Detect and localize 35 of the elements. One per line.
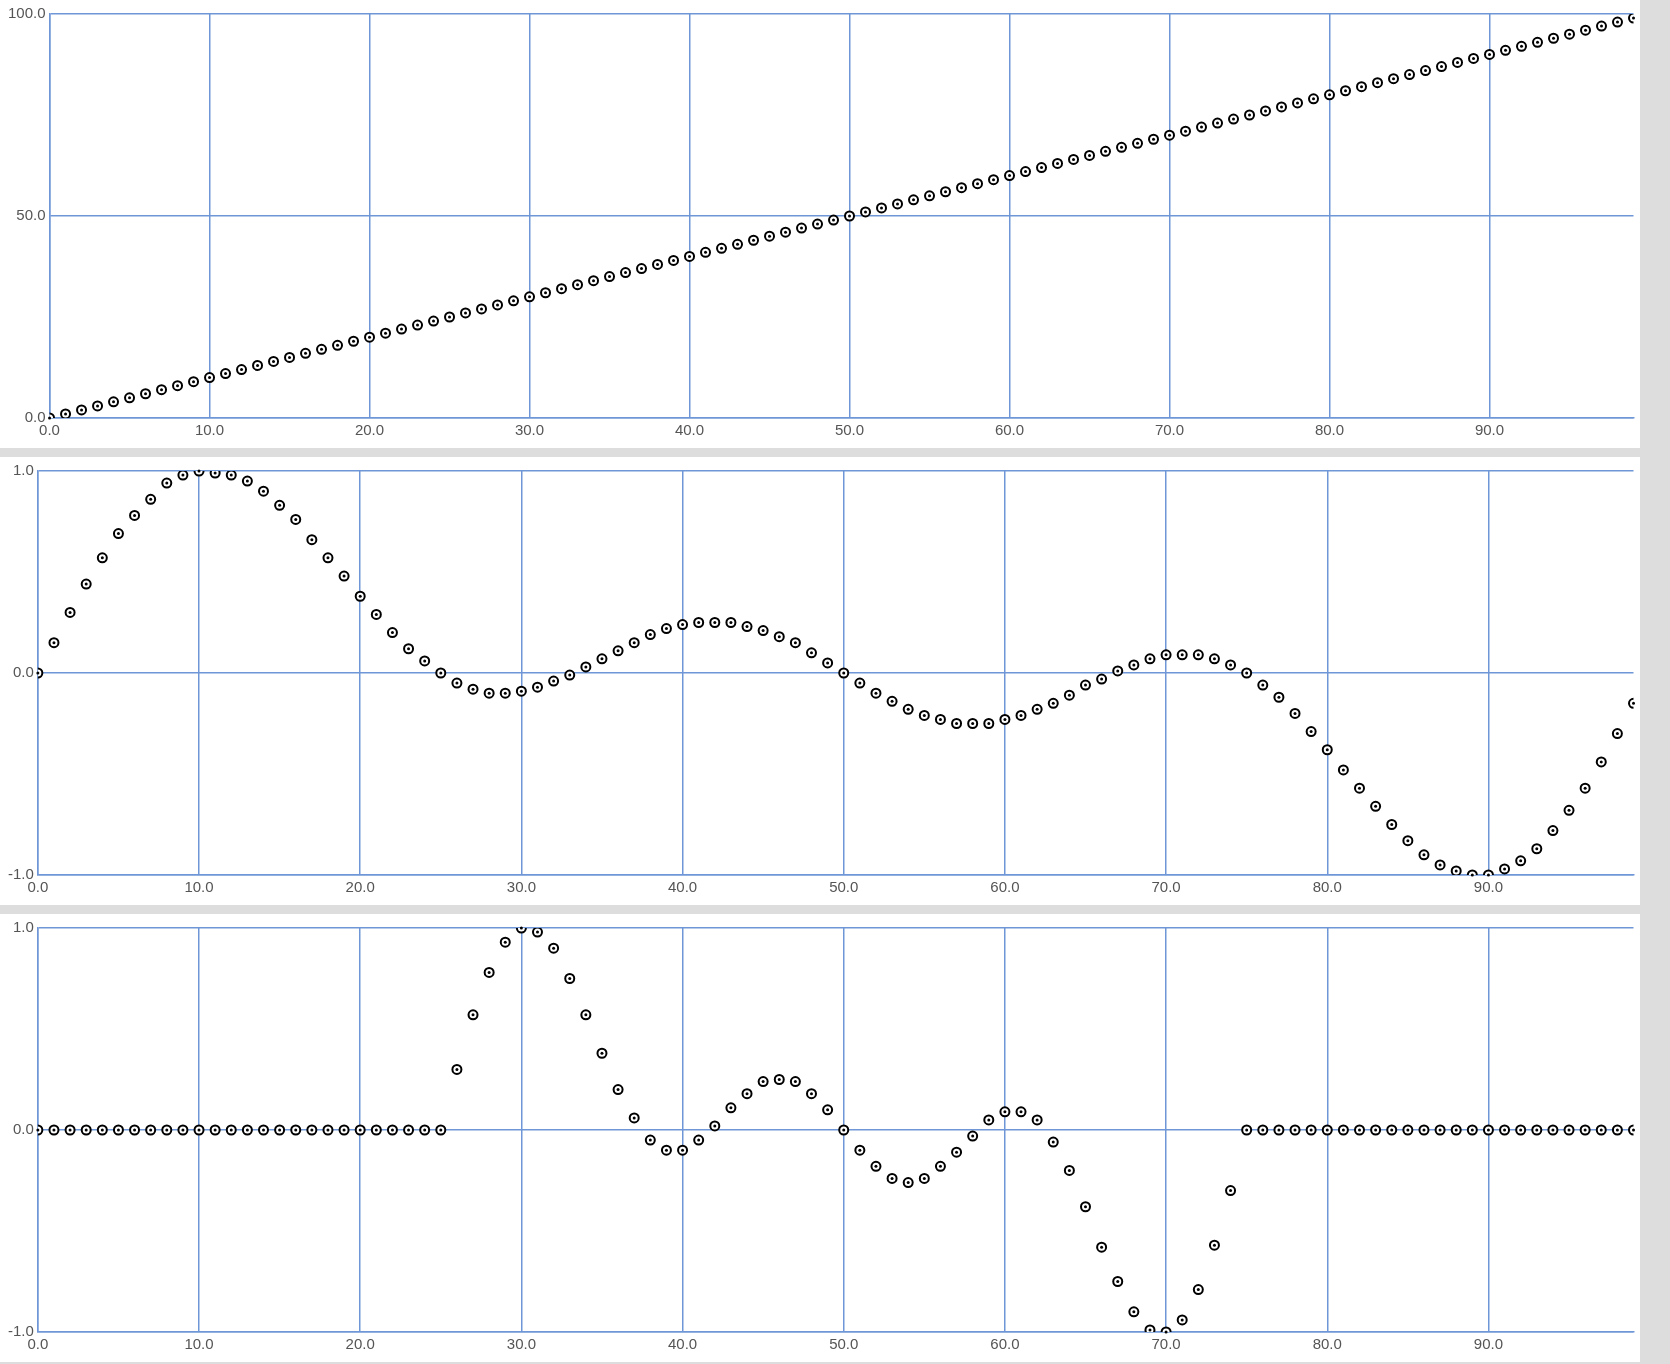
x-tick-label: 50.0 xyxy=(834,421,865,439)
y-tick-label: -1.0 xyxy=(7,1322,34,1340)
x-tick-label: 70.0 xyxy=(1154,421,1185,439)
y-tick-label: 50.0 xyxy=(16,206,46,224)
y-tick-label: 100.0 xyxy=(7,4,46,22)
x-tick-label: 50.0 xyxy=(829,878,859,896)
x-tick-label: 90.0 xyxy=(1474,421,1505,439)
x-tick-label: 20.0 xyxy=(345,1335,375,1353)
x-tick-label: 40.0 xyxy=(667,1335,698,1353)
x-tick-label: 10.0 xyxy=(184,878,214,896)
x-tick-label: 70.0 xyxy=(1151,1335,1181,1353)
x-tick-label: 20.0 xyxy=(345,878,375,896)
x-tick-label: 60.0 xyxy=(990,1335,1020,1353)
x-tick-label: 80.0 xyxy=(1314,421,1345,439)
x-tick-label: 40.0 xyxy=(667,878,698,896)
y-tick-label: 1.0 xyxy=(12,918,34,936)
x-tick-label: 30.0 xyxy=(506,878,536,896)
y-tick-label: 0.0 xyxy=(12,1120,34,1138)
x-tick-label: 60.0 xyxy=(990,878,1020,896)
x-tick-label: 80.0 xyxy=(1312,878,1342,896)
x-tick-label: 10.0 xyxy=(184,1335,214,1353)
x-tick-label: 50.0 xyxy=(829,1335,859,1353)
x-tick-label: 10.0 xyxy=(194,421,225,439)
x-tick-label: 20.0 xyxy=(354,421,385,439)
x-tick-label: 40.0 xyxy=(674,421,705,439)
y-tick-label: -1.0 xyxy=(7,865,34,883)
x-tick-label: 80.0 xyxy=(1312,1335,1342,1353)
x-tick-label: 30.0 xyxy=(514,421,545,439)
y-tick-label: 0.0 xyxy=(12,663,34,681)
x-tick-label: 90.0 xyxy=(1473,1335,1504,1353)
x-tick-label: 60.0 xyxy=(994,421,1025,439)
x-tick-label: 30.0 xyxy=(506,1335,536,1353)
x-tick-label: 70.0 xyxy=(1151,878,1181,896)
y-tick-label: 1.0 xyxy=(12,461,34,479)
x-tick-label: 90.0 xyxy=(1473,878,1504,896)
